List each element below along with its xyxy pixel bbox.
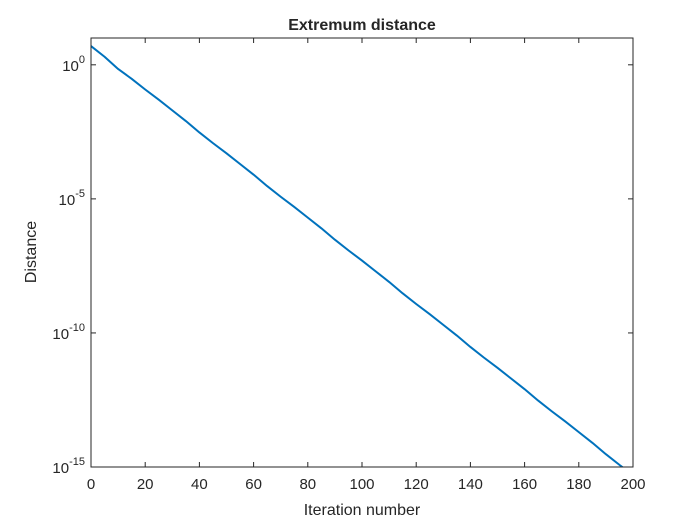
x-tick-label: 20	[137, 476, 154, 493]
x-axis-label: Iteration number	[304, 502, 421, 519]
y-tick-label: 10-15	[52, 456, 85, 477]
x-ticks: 0 20 40 60 80 100 120 140 160 180 200	[87, 38, 646, 493]
y-tick-label-exponent: 0	[79, 54, 85, 66]
series-line-0	[91, 45, 624, 467]
x-tick-label: 0	[87, 476, 95, 493]
y-tick-label-exponent: -10	[69, 322, 85, 334]
y-tick-label: 100	[62, 54, 85, 75]
y-tick-label: 10-5	[59, 188, 85, 209]
x-tick-label: 160	[512, 476, 537, 493]
x-tick-label: 80	[299, 476, 316, 493]
y-tick-label-base: 10	[62, 58, 79, 75]
x-tick-label: 40	[191, 476, 208, 493]
x-tick-label: 60	[245, 476, 262, 493]
x-tick-label: 120	[404, 476, 429, 493]
x-tick-label: 200	[620, 476, 645, 493]
series-layer	[91, 45, 624, 467]
x-tick-label: 100	[349, 476, 374, 493]
x-tick-label: 180	[566, 476, 591, 493]
y-tick-label-exponent: -15	[69, 456, 85, 468]
y-tick-label-base: 10	[52, 326, 69, 343]
y-axis-label: Distance	[23, 221, 40, 283]
y-tick-label-base: 10	[52, 460, 69, 477]
y-tick-label-base: 10	[59, 192, 76, 209]
plot-area	[91, 38, 633, 467]
y-tick-label-exponent: -5	[75, 188, 85, 200]
y-tick-label: 10-10	[52, 322, 85, 343]
chart-title: Extremum distance	[288, 17, 436, 34]
x-tick-label: 140	[458, 476, 483, 493]
